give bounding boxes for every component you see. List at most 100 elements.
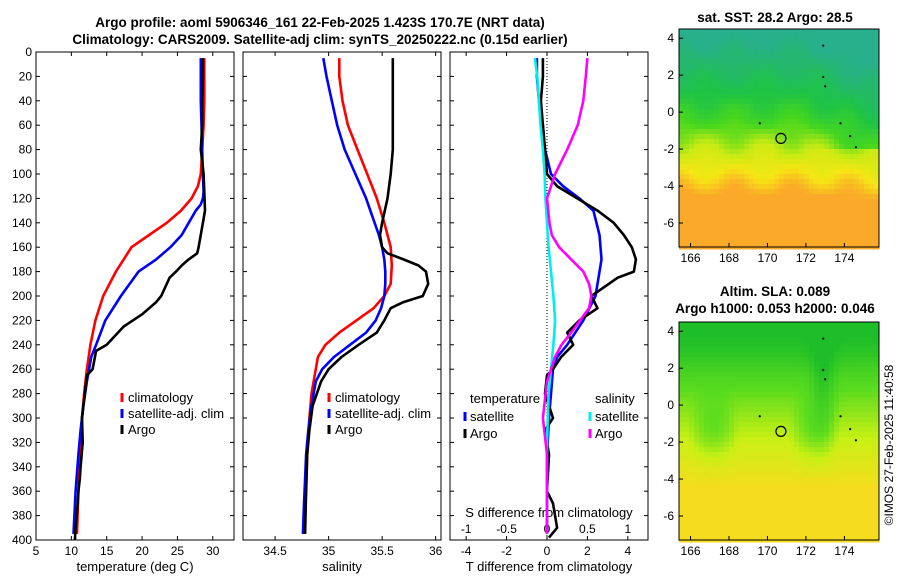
map-cell <box>804 407 810 413</box>
map-cell <box>839 427 845 433</box>
map-cell <box>724 357 730 363</box>
map-cell <box>774 119 780 125</box>
map-cell <box>869 104 875 110</box>
map-cell <box>719 427 725 433</box>
map-cell <box>679 472 685 478</box>
map-cell <box>864 482 870 488</box>
map-cell <box>694 164 700 170</box>
map-cell <box>744 239 750 245</box>
map-cell <box>724 94 730 100</box>
map-cell <box>809 402 815 408</box>
map-cell <box>799 109 805 115</box>
map-cell <box>874 44 880 50</box>
map-cell <box>749 199 755 205</box>
map-cell <box>764 234 770 240</box>
map-cell <box>769 109 775 115</box>
map-cell <box>774 437 780 443</box>
map-cell <box>829 124 835 130</box>
map-cell <box>734 239 740 245</box>
map-cell <box>864 367 870 373</box>
map-cell <box>689 522 695 528</box>
map-cell <box>744 517 750 523</box>
map-cell <box>769 362 775 368</box>
map-cell <box>794 377 800 383</box>
map-cell <box>724 239 730 245</box>
map-cell <box>839 367 845 373</box>
map-cell <box>754 154 760 160</box>
map-cell <box>699 99 705 105</box>
map-cell <box>759 184 765 190</box>
map-cell <box>794 427 800 433</box>
map-cell <box>704 332 710 338</box>
map-cell <box>859 432 865 438</box>
map-cell <box>804 377 810 383</box>
map-cell <box>749 532 755 538</box>
map-cell <box>864 352 870 358</box>
map-cell <box>829 94 835 100</box>
map-cell <box>774 377 780 383</box>
map-cell <box>744 397 750 403</box>
map-cell <box>804 79 810 85</box>
map-cell <box>729 234 735 240</box>
map-cell <box>849 124 855 130</box>
map-cell <box>754 412 760 418</box>
map-cell <box>854 397 860 403</box>
map-cell <box>874 377 880 383</box>
y-tick-label: 400 <box>12 533 32 547</box>
map-cell <box>794 134 800 140</box>
map-cell <box>809 472 815 478</box>
map-cell <box>819 407 825 413</box>
map-cell <box>729 472 735 478</box>
map-cell <box>724 89 730 95</box>
map-cell <box>859 357 865 363</box>
map-cell <box>764 352 770 358</box>
map-cell <box>854 134 860 140</box>
map-cell <box>819 144 825 150</box>
map-cell <box>714 184 720 190</box>
map-cell <box>779 397 785 403</box>
map-cell <box>699 104 705 110</box>
map-cell <box>714 457 720 463</box>
map-cell <box>779 224 785 230</box>
map-cell <box>779 327 785 333</box>
map-cell <box>839 397 845 403</box>
map-cell <box>774 64 780 70</box>
map-cell <box>814 59 820 65</box>
map-cell <box>784 392 790 398</box>
map-cell <box>744 104 750 110</box>
map-cell <box>774 347 780 353</box>
map-cell <box>739 34 745 40</box>
map-cell <box>819 134 825 140</box>
map-cell <box>799 347 805 353</box>
map-cell <box>694 427 700 433</box>
map-cell <box>794 472 800 478</box>
map-cell <box>824 69 830 75</box>
map-cell <box>749 129 755 135</box>
map-cell <box>844 219 850 225</box>
map-cell <box>809 437 815 443</box>
map-cell <box>689 532 695 538</box>
map-cell <box>824 502 830 508</box>
map-cell <box>754 477 760 483</box>
map-cell <box>839 219 845 225</box>
map-cell <box>684 417 690 423</box>
map-cell <box>849 44 855 50</box>
map-cell <box>774 342 780 348</box>
map-cell <box>834 332 840 338</box>
map-cell <box>769 377 775 383</box>
map-cell <box>869 169 875 175</box>
map-cell <box>789 377 795 383</box>
map-cell <box>724 199 730 205</box>
map-cell <box>874 49 880 55</box>
map-cell <box>734 109 740 115</box>
map-cell <box>744 79 750 85</box>
map-cell <box>839 129 845 135</box>
map-cell <box>824 442 830 448</box>
map-cell <box>709 437 715 443</box>
map-cell <box>839 362 845 368</box>
map-cell <box>749 462 755 468</box>
map-cell <box>729 347 735 353</box>
map-cell <box>844 382 850 388</box>
map-cell <box>764 512 770 518</box>
map-cell <box>779 422 785 428</box>
